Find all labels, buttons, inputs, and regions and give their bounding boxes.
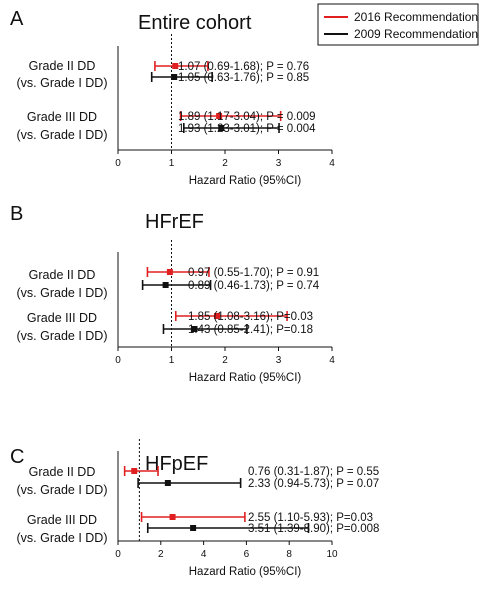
point-estimate	[131, 468, 138, 474]
x-tick-label: 6	[244, 549, 250, 560]
row-label: Grade III DD	[27, 513, 97, 527]
estimate-annotation: 1.43 (0.85-2.41); P=0.18	[188, 324, 313, 336]
panel-letter: A	[10, 8, 24, 30]
row-label: Grade II DD	[29, 268, 96, 282]
panel-c: C HFpEF 0 2 4 6 8 10 Hazard Ratio (95%CI) Grade I…	[10, 439, 379, 578]
x-tick-label: 10	[326, 549, 338, 560]
row-label: (vs. Grade I DD)	[17, 531, 108, 545]
x-tick-label: 2	[222, 355, 228, 366]
point-estimate	[166, 269, 173, 275]
x-axis-label: Hazard Ratio (95%CI)	[189, 566, 302, 578]
point-estimate	[164, 480, 171, 486]
x-tick-label: 0	[115, 355, 121, 366]
point-estimate	[218, 125, 225, 131]
x-tick-label: 0	[115, 158, 121, 169]
estimate-annotation: 2.33 (0.94-5.73); P = 0.07	[248, 478, 379, 490]
point-estimate	[162, 282, 169, 288]
point-estimate	[171, 74, 178, 80]
row-label: (vs. Grade I DD)	[17, 286, 108, 300]
point-estimate	[191, 326, 198, 332]
x-axis-label: Hazard Ratio (95%CI)	[189, 175, 302, 187]
point-estimate	[169, 514, 176, 520]
panel-letter: B	[10, 203, 23, 225]
row-label: Grade II DD	[29, 59, 96, 73]
legend-label-2016: 2016 Recommendation	[354, 10, 478, 24]
row-label: (vs. Grade I DD)	[17, 128, 108, 142]
x-tick-label: 8	[286, 549, 292, 560]
x-tick-label: 0	[115, 549, 121, 560]
legend: 2016 Recommendation 2009 Recommendation	[317, 3, 479, 46]
x-tick-label: 2	[222, 158, 228, 169]
x-tick-label: 3	[276, 158, 282, 169]
panel-title: HFrEF	[145, 211, 204, 233]
x-tick-label: 1	[169, 355, 175, 366]
panels: A Entire cohort 0 1 2 3 4 Hazard Ratio (95%CI) G…	[10, 8, 379, 578]
x-tick-label: 3	[276, 355, 282, 366]
estimate-annotation: 0.76 (0.31-1.87); P = 0.55	[248, 466, 379, 478]
x-tick-label: 1	[169, 158, 175, 169]
row-label: Grade III DD	[27, 311, 97, 325]
panel-b: B HFrEF 0 1 2 3 4 Hazard Ratio (95%CI) Grade II …	[10, 203, 335, 384]
estimate-annotation: 1.85 (1.08-3.16); P=0.03	[188, 311, 313, 323]
estimate-annotation: 0.97 (0.55-1.70); P = 0.91	[188, 267, 319, 279]
estimate-annotation: 1.89 (1.17-3.04); P = 0.009	[178, 111, 316, 123]
legend-label-2009: 2009 Recommendation	[354, 27, 478, 41]
x-tick-label: 2	[158, 549, 164, 560]
estimate-annotation: 2.55 (1.10-5.93); P=0.03	[248, 512, 373, 524]
panel-letter: C	[10, 446, 24, 468]
point-estimate	[216, 113, 223, 119]
point-estimate	[190, 525, 197, 531]
x-axis-label: Hazard Ratio (95%CI)	[189, 372, 302, 384]
legend-box	[317, 3, 479, 46]
estimate-annotation: 0.89 (0.46-1.73); P = 0.74	[188, 280, 320, 292]
point-estimate	[213, 313, 220, 319]
row-label: Grade II DD	[29, 465, 96, 479]
estimate-annotation: 1.07 (0.69-1.68); P = 0.76	[178, 61, 309, 73]
row-label: (vs. Grade I DD)	[17, 76, 108, 90]
estimate-annotation: 1.93 (1.23-3.01); P = 0.004	[178, 123, 316, 135]
panel-title: HFpEF	[145, 453, 208, 475]
row-label: (vs. Grade I DD)	[17, 329, 108, 343]
estimate-annotation: 1.05 (0.63-1.76); P = 0.85	[178, 72, 309, 84]
panel-a: A Entire cohort 0 1 2 3 4 Hazard Ratio (95%CI) G…	[10, 8, 335, 187]
estimate-annotation: 3.51 (1.39-8.90); P=0.008	[248, 523, 379, 535]
x-tick-label: 4	[329, 158, 335, 169]
panel-title: Entire cohort	[138, 12, 252, 34]
row-label: Grade III DD	[27, 110, 97, 124]
x-tick-label: 4	[329, 355, 335, 366]
row-label: (vs. Grade I DD)	[17, 483, 108, 497]
x-tick-label: 4	[201, 549, 207, 560]
point-estimate	[172, 63, 179, 69]
